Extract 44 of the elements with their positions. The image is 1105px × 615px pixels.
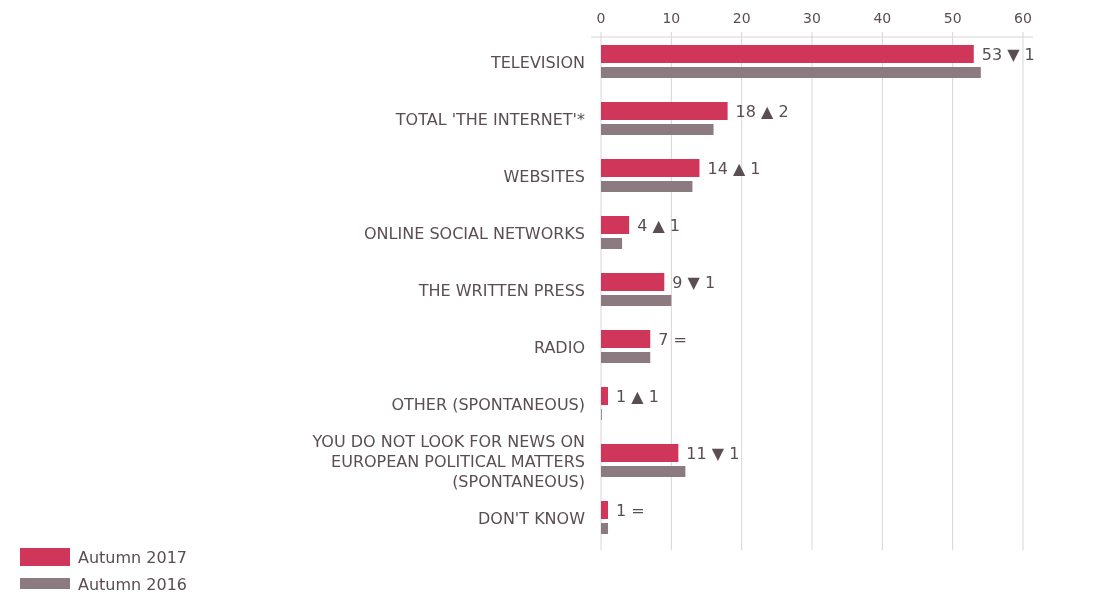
x-tick-label: 30	[803, 10, 821, 26]
y-tick-label: RADIO	[533, 337, 585, 357]
bar	[601, 45, 974, 63]
y-tick-label: WEBSITES	[503, 166, 585, 186]
data-label: 1 ▲ 1	[616, 387, 659, 406]
bar	[601, 444, 679, 462]
bar	[601, 124, 714, 135]
data-label: 14 ▲ 1	[707, 159, 761, 178]
y-tick-label: DON'T KNOW	[477, 508, 586, 528]
x-tick-label: 50	[943, 10, 962, 26]
data-label: 18 ▲ 2	[735, 102, 789, 121]
data-label: 1 =	[616, 501, 645, 520]
bar	[601, 67, 981, 78]
x-tick-label: 40	[873, 10, 892, 26]
bar	[601, 523, 609, 534]
y-tick-label: YOU DO NOT LOOK FOR NEWS ON EUROPEAN POLITICAL MATTERS (SPONTANEOUS)	[311, 431, 585, 491]
bar	[601, 330, 651, 348]
y-tick-label: THE WRITTEN PRESS	[417, 280, 585, 300]
bar	[601, 501, 609, 519]
data-label: 53 ▼ 1	[981, 45, 1035, 64]
x-tick-label: 10	[662, 10, 681, 26]
legend-label: Autumn 2017	[78, 548, 188, 567]
bar	[601, 238, 623, 249]
bar	[601, 466, 686, 477]
x-tick-label: 60	[1014, 10, 1032, 26]
bar	[601, 387, 609, 405]
data-label: 9 ▼ 1	[672, 273, 716, 292]
bar	[601, 102, 728, 120]
bar	[601, 159, 700, 177]
bar	[601, 295, 672, 306]
bar	[601, 352, 651, 363]
data-label: 4 ▲ 1	[637, 216, 680, 235]
y-tick-label: OTHER (SPONTANEOUS)	[391, 394, 585, 414]
data-label: 11 ▼ 1	[686, 444, 740, 463]
y-tick-label: TELEVISION	[489, 52, 585, 72]
bar	[601, 181, 693, 192]
x-tick-label: 0	[596, 10, 606, 26]
x-tick-label: 20	[732, 10, 751, 26]
legend-label: Autumn 2016	[78, 574, 188, 594]
bar	[601, 216, 630, 234]
bar	[601, 273, 665, 291]
data-label: 7 =	[658, 330, 687, 349]
y-tick-label: TOTAL 'THE INTERNET'*	[394, 109, 585, 129]
y-tick-label: ONLINE SOCIAL NETWORKS	[364, 223, 585, 243]
